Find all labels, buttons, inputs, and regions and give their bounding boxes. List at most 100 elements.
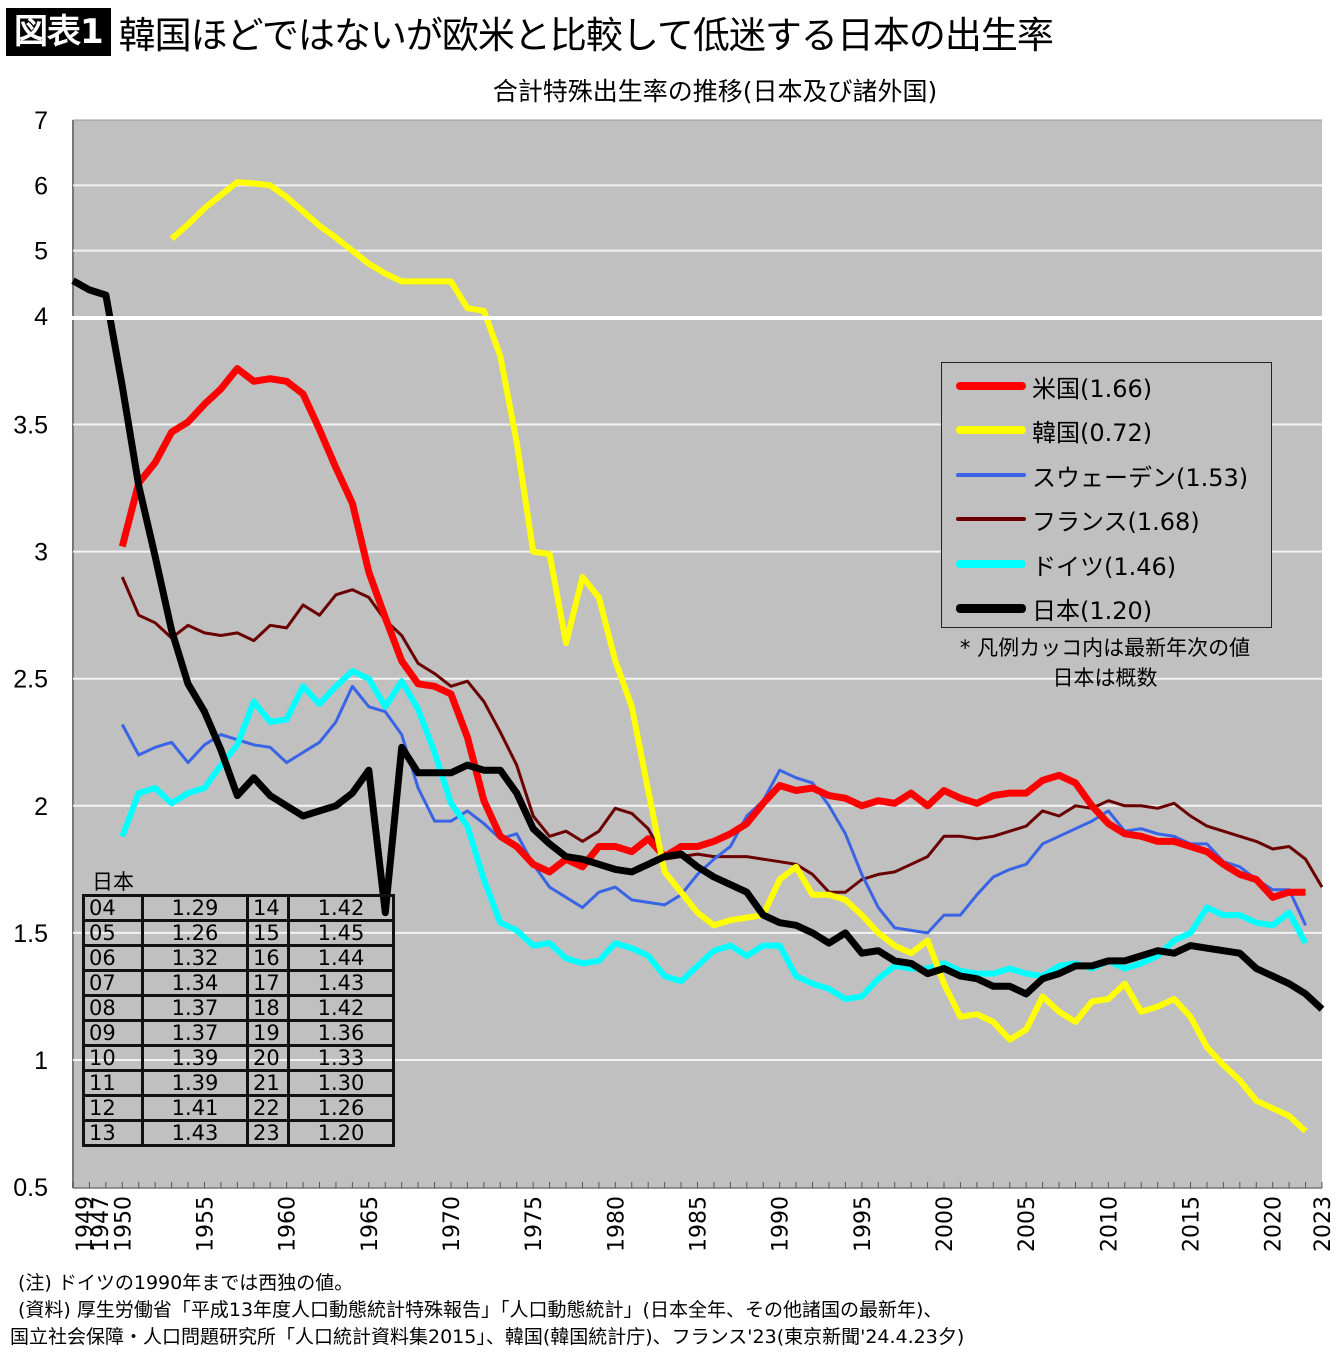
x-tick-label: 1985: [687, 1196, 712, 1252]
page-title: 韓国ほどではないが欧米と比較して低迷する日本の出生率: [118, 14, 1054, 57]
japan-table-row: 10 1.39 20 1.33: [82, 1044, 395, 1072]
year-cell: 05: [82, 919, 144, 947]
series-us: [118, 365, 1306, 901]
year-cell: 13: [82, 1119, 144, 1147]
y-tick-label: 2: [34, 793, 48, 821]
year-cell: 12: [82, 1094, 144, 1122]
value-cell: 1.29: [141, 894, 249, 922]
legend-label-korea: 韓国(0.72): [1032, 418, 1153, 447]
value-cell: 1.20: [287, 1119, 395, 1147]
year-cell: 19: [246, 1019, 290, 1047]
x-tick-label: 1975: [522, 1196, 547, 1252]
series-france: [120, 576, 1324, 894]
note-line-2: (資料) 厚生労働省「平成13年度人口動態統計特殊報告」「人口動態統計」(日本全…: [18, 1299, 943, 1321]
value-cell: 1.32: [141, 944, 249, 972]
y-axis-ticks: 7 6 5 4 3.5 3 2.5 2 1.5 1 0.5: [13, 107, 48, 1202]
legend-note-line2: 日本は概数: [1052, 666, 1158, 690]
legend-swatch-sweden: [956, 473, 1026, 477]
chart-subtitle: 合計特殊出生率の推移(日本及び諸外国): [492, 77, 938, 106]
upper-panel: [73, 120, 1322, 316]
legend-note: * 凡例カッコ内は最新年次の値 日本は概数: [935, 633, 1275, 693]
year-cell: 23: [246, 1119, 290, 1147]
x-tick-label: 1949: [73, 1196, 98, 1252]
legend-item-france: フランス(1.68): [956, 499, 1200, 539]
series-korea: [169, 179, 1308, 1134]
value-cell: 1.45: [287, 919, 395, 947]
legend: 米国(1.66) 韓国(0.72) スウェーデン(1.53) フランス(1.68…: [941, 362, 1272, 628]
legend-label-japan: 日本(1.20): [1032, 596, 1153, 625]
x-tick-label: 1990: [769, 1196, 794, 1252]
value-cell: 1.37: [141, 1019, 249, 1047]
plot-area: [72, 119, 1322, 1188]
y-tick-label: 6: [34, 172, 48, 200]
year-cell: 10: [82, 1044, 144, 1072]
value-cell: 1.26: [287, 1094, 395, 1122]
legend-swatch-us: [956, 382, 1026, 390]
x-tick-label: 1965: [358, 1196, 383, 1252]
x-tick-label: 1950: [111, 1196, 136, 1252]
japan-values-table: 日本 04 1.29 14 1.42 05 1.26 15 1.45 06 1.32 16 1.44 0…: [82, 870, 395, 1147]
value-cell: 1.42: [287, 994, 395, 1022]
y-tick-label: 5: [34, 238, 48, 266]
x-tick-label: 2020: [1262, 1196, 1287, 1252]
y-tick-label: 1: [34, 1047, 48, 1075]
x-tick-label: 1955: [193, 1196, 218, 1252]
japan-table-row: 09 1.37 19 1.36: [82, 1019, 395, 1047]
year-cell: 17: [246, 969, 290, 997]
value-cell: 1.39: [141, 1069, 249, 1097]
year-cell: 11: [82, 1069, 144, 1097]
japan-table-row: 05 1.26 15 1.45: [82, 919, 395, 947]
value-cell: 1.34: [141, 969, 249, 997]
year-cell: 18: [246, 994, 290, 1022]
year-cell: 07: [82, 969, 144, 997]
value-cell: 1.43: [141, 1119, 249, 1147]
legend-label-germany: ドイツ(1.46): [1032, 552, 1177, 581]
year-cell: 15: [246, 919, 290, 947]
japan-table-row: 08 1.37 18 1.42: [82, 994, 395, 1022]
year-cell: 21: [246, 1069, 290, 1097]
y-tick-label: 2.5: [13, 666, 48, 694]
note-line-3: 国立社会保障・人口問題研究所「人口統計資料集2015」、韓国(韓国統計庁)、フラ…: [10, 1326, 965, 1348]
y-tick-label: 3: [34, 539, 48, 567]
y-tick-label: 1.5: [13, 920, 48, 948]
y-tick-label: 0.5: [13, 1174, 48, 1202]
axis-break: [71, 316, 1324, 320]
value-cell: 1.44: [287, 944, 395, 972]
japan-table-caption: 日本: [92, 870, 134, 894]
legend-label-sweden: スウェーデン(1.53): [1032, 463, 1249, 492]
japan-table-row: 11 1.39 21 1.30: [82, 1069, 395, 1097]
value-cell: 1.26: [141, 919, 249, 947]
title-row: 図表1 韓国ほどではないが欧米と比較して低迷する日本の出生率: [6, 6, 1054, 58]
value-cell: 1.36: [287, 1019, 395, 1047]
value-cell: 1.30: [287, 1069, 395, 1097]
x-tick-label: 2000: [933, 1196, 958, 1252]
value-cell: 1.37: [141, 994, 249, 1022]
value-cell: 1.42: [287, 894, 395, 922]
legend-note-line1: * 凡例カッコ内は最新年次の値: [959, 636, 1251, 660]
note-line-1: (注) ドイツの1990年までは西独の値。: [18, 1272, 354, 1294]
year-cell: 14: [246, 894, 290, 922]
figure-badge: 図表1: [6, 8, 111, 56]
value-cell: 1.43: [287, 969, 395, 997]
x-tick-label: 2015: [1180, 1196, 1205, 1252]
year-cell: 08: [82, 994, 144, 1022]
source-notes: (注) ドイツの1990年までは西独の値。 (資料) 厚生労働省「平成13年度人…: [10, 1270, 964, 1351]
year-cell: 09: [82, 1019, 144, 1047]
series-sweden: [120, 684, 1307, 935]
legend-item-us: 米国(1.66): [956, 366, 1152, 406]
japan-table-row: 06 1.32 16 1.44: [82, 944, 395, 972]
x-tick-label: 2005: [1015, 1196, 1040, 1252]
japan-table-row: 13 1.43 23 1.20: [82, 1119, 395, 1147]
value-cell: 1.33: [287, 1044, 395, 1072]
x-tick-label: 1980: [604, 1196, 629, 1252]
legend-label-us: 米国(1.66): [1032, 374, 1153, 403]
y-tick-label: 7: [34, 107, 48, 135]
legend-swatch-france: [956, 517, 1026, 521]
legend-swatch-germany: [956, 560, 1026, 568]
year-cell: 22: [246, 1094, 290, 1122]
x-tick-label: 1947: [89, 1196, 114, 1252]
x-tick-label: 1960: [276, 1196, 301, 1252]
x-tick-label: 2010: [1097, 1196, 1122, 1252]
japan-table-row: 07 1.34 17 1.43: [82, 969, 395, 997]
